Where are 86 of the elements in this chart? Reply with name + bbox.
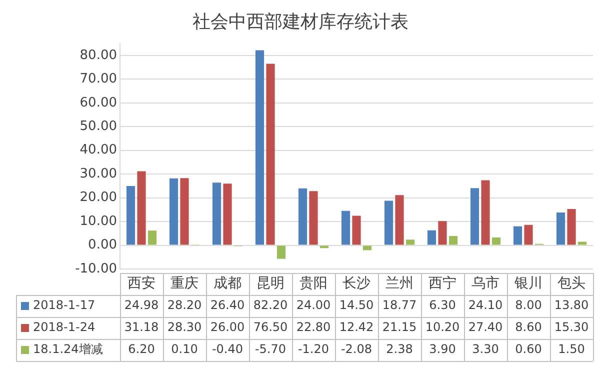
y-tick-label: 30.00 xyxy=(80,166,117,182)
y-tick-label: 70.00 xyxy=(80,72,117,87)
data-label: 3.30 xyxy=(472,342,499,356)
legend-label: 18.1.24增减 xyxy=(33,342,103,356)
bar xyxy=(148,230,157,245)
bar xyxy=(448,236,458,245)
bar xyxy=(406,240,415,245)
data-label: 12.42 xyxy=(339,320,374,334)
bar xyxy=(309,191,318,245)
bar xyxy=(481,180,490,245)
data-label: 24.98 xyxy=(124,298,159,312)
bar xyxy=(352,216,361,245)
bar xyxy=(470,188,480,245)
y-tick-label: -10.00 xyxy=(75,261,117,276)
data-label: 76.50 xyxy=(253,320,288,334)
bar xyxy=(180,178,189,245)
data-label: 31.18 xyxy=(124,320,159,334)
data-label: 2.38 xyxy=(386,342,413,356)
y-tick-label: 10.00 xyxy=(80,214,117,229)
bar xyxy=(492,237,501,245)
data-label: 0.60 xyxy=(515,342,542,356)
bar xyxy=(567,208,576,245)
bar xyxy=(341,210,350,245)
data-label: 28.20 xyxy=(167,298,202,312)
x-tick-label: 贵阳 xyxy=(300,276,328,292)
y-tick-label: 20.00 xyxy=(80,190,117,206)
data-label: 8.60 xyxy=(515,320,542,334)
x-tick-label: 兰州 xyxy=(386,276,414,292)
bar xyxy=(427,230,436,245)
data-label: -2.08 xyxy=(340,342,372,356)
data-label: 6.20 xyxy=(128,342,155,356)
data-label: 0.10 xyxy=(171,342,198,356)
data-label: 82.20 xyxy=(253,298,288,312)
y-tick-label: 50.00 xyxy=(80,119,117,134)
bar xyxy=(255,50,264,245)
x-tick-label: 重庆 xyxy=(170,276,198,292)
bar xyxy=(169,178,178,245)
data-label: 27.40 xyxy=(468,320,503,334)
data-label: -5.70 xyxy=(254,342,286,356)
data-label: 26.00 xyxy=(210,320,245,334)
x-tick-label: 西安 xyxy=(128,276,156,292)
data-label: -0.40 xyxy=(212,342,244,356)
data-label: 24.00 xyxy=(296,298,331,312)
x-tick-label: 西宁 xyxy=(428,276,456,292)
bar xyxy=(276,246,286,259)
data-label: 13.80 xyxy=(554,298,589,312)
y-tick-label: 0.00 xyxy=(88,238,117,253)
bar xyxy=(126,186,136,245)
bar xyxy=(137,171,146,245)
bar xyxy=(395,195,404,245)
bar xyxy=(298,188,308,245)
data-label: 21.15 xyxy=(382,320,417,334)
y-tick-label: 40.00 xyxy=(80,142,117,158)
data-label: 26.40 xyxy=(210,298,245,312)
bar xyxy=(556,212,566,245)
data-label: 8.00 xyxy=(515,298,542,312)
legend-label: 2018-1-17 xyxy=(33,298,96,312)
data-label: 1.50 xyxy=(558,342,585,356)
x-tick-label: 银川 xyxy=(514,276,542,292)
x-tick-label: 乌市 xyxy=(472,276,500,292)
data-label: 24.10 xyxy=(468,298,503,312)
data-label: 22.80 xyxy=(296,320,331,334)
bar xyxy=(384,200,394,245)
data-label: -1.20 xyxy=(298,342,330,356)
data-label: 15.30 xyxy=(554,320,589,334)
legend-label: 2018-1-24 xyxy=(33,320,96,334)
bar xyxy=(212,182,222,245)
data-label: 6.30 xyxy=(429,298,456,312)
bar xyxy=(223,184,232,245)
bar xyxy=(578,242,587,245)
data-label: 3.90 xyxy=(429,342,456,356)
y-tick-label: 80.00 xyxy=(80,48,117,63)
data-label: 10.20 xyxy=(425,320,460,334)
x-tick-label: 成都 xyxy=(214,276,242,292)
chart-title: 社会中西部建材库存统计表 xyxy=(192,11,408,32)
data-label: 28.30 xyxy=(167,320,202,334)
x-tick-label: 长沙 xyxy=(342,276,370,292)
y-tick-label: 60.00 xyxy=(80,95,117,110)
bar xyxy=(438,221,447,245)
data-label: 18.77 xyxy=(382,298,417,312)
x-tick-label: 包头 xyxy=(558,276,586,292)
bar xyxy=(513,226,522,245)
bar xyxy=(524,224,533,245)
bar xyxy=(266,64,275,245)
data-label: 14.50 xyxy=(339,298,374,312)
x-tick-label: 昆明 xyxy=(256,276,284,292)
